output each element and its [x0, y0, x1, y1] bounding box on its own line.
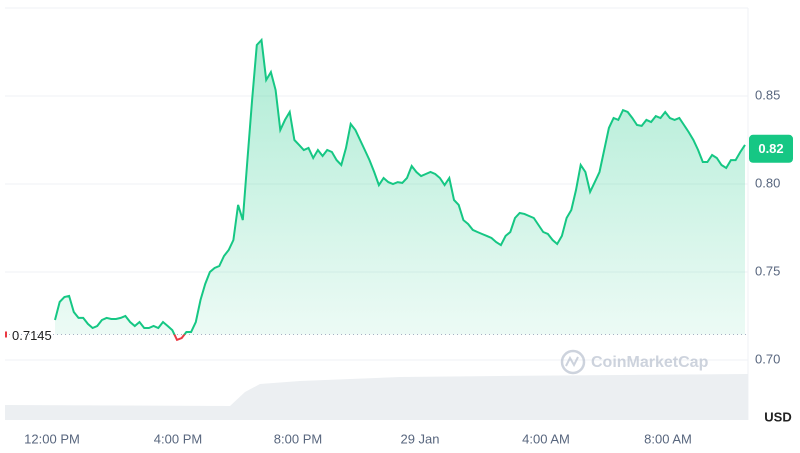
- x-tick-label: 12:00 PM: [24, 431, 80, 446]
- current-price-box: [749, 134, 793, 163]
- watermark: CoinMarketCap: [560, 349, 709, 375]
- watermark-text: CoinMarketCap: [591, 354, 709, 371]
- x-tick-label: 4:00 PM: [154, 431, 202, 446]
- y-tick-label: 0.70: [755, 351, 780, 366]
- y-tick-label: 0.85: [755, 87, 780, 102]
- x-tick-label: 29 Jan: [400, 431, 439, 446]
- y-tick-label: 0.75: [755, 263, 780, 278]
- volume-area: [5, 374, 748, 420]
- y-tick-label: 0.80: [755, 175, 780, 190]
- x-tick-label: 8:00 AM: [644, 431, 692, 446]
- baseline-marker: [5, 331, 7, 338]
- x-tick-label: 4:00 AM: [522, 431, 570, 446]
- baseline-label: 0.7145: [12, 328, 52, 343]
- currency-label: USD: [764, 409, 791, 424]
- current-price-label: 0.82: [758, 141, 783, 156]
- price-line: [54, 37, 746, 335]
- price-area: [55, 40, 745, 335]
- x-tick-label: 8:00 PM: [274, 431, 322, 446]
